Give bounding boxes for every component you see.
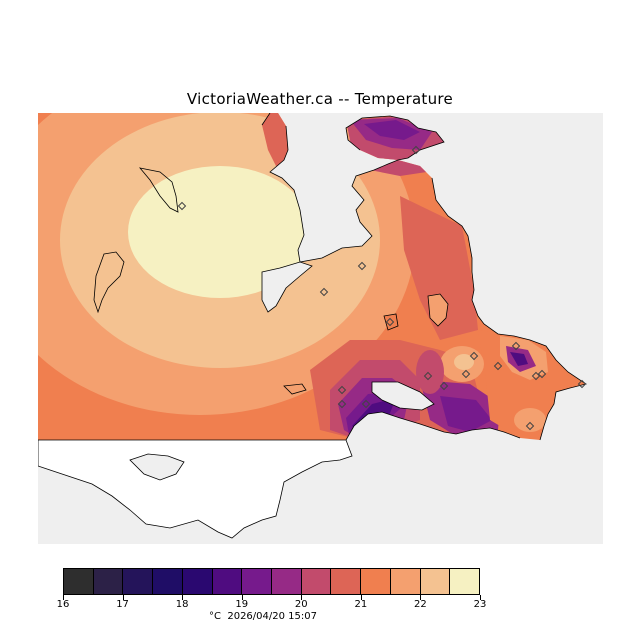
colorbar-tick-label: 16 [56,599,70,610]
colorbar-swatch [389,569,420,594]
weather-station-marker[interactable] [385,317,395,327]
temp-band-20-205-mid [416,350,444,394]
colorbar-tick [420,595,422,600]
colorbar-swatch [211,569,242,594]
islands [93,167,449,411]
coastlines [261,113,587,441]
weather-station-marker[interactable] [531,371,541,381]
colorbar-swatch [419,569,450,594]
footer: °C 2026/04/20 15:07 [209,611,317,622]
colorbar-tick [182,595,184,600]
temp-band-19-195-n [364,120,420,140]
colorbar-tick-label: 22 [414,599,427,610]
colorbar-swatch [152,569,182,594]
colorbar [63,568,480,595]
weather-station-marker[interactable] [469,351,479,361]
colorbar-swatch [64,569,93,594]
weather-station-marker[interactable] [337,399,347,409]
temp-band-225-23 [128,166,312,298]
colorbar-tick-label: 17 [116,599,129,610]
colorbar-swatch [300,569,331,594]
map-canvas [38,113,587,539]
colorbar-tick-label: 21 [354,599,368,610]
weather-station-marker[interactable] [337,385,347,395]
bay-water [371,381,435,411]
colorbar-tick [301,595,303,600]
weather-station-marker[interactable] [319,287,329,297]
island-east-1 [427,293,449,327]
island-south [283,383,307,395]
weather-station-marker[interactable] [177,201,187,211]
island-east-2 [383,313,399,331]
colorbar-swatch [92,569,123,594]
colorbar-tick [122,595,124,600]
colorbar-swatch [241,569,272,594]
colorbar-tick-label: 20 [294,599,308,610]
colorbar-tick-label: 19 [235,599,249,610]
weather-station-marker[interactable] [439,381,449,391]
colorbar-swatch [360,569,390,594]
colorbar-swatch [271,569,301,594]
lower-land [38,439,353,539]
colorbar-swatch [449,569,480,594]
weather-station-marker[interactable] [577,379,587,389]
timestamp-label: 2026/04/20 15:07 [227,611,317,622]
colorbar-tick-label: 18 [175,599,189,610]
weather-station-marker[interactable] [525,421,535,431]
weather-station-marker[interactable] [357,261,367,271]
colorbar-swatch [181,569,212,594]
colorbar-tick [360,595,362,600]
page-title: VictoriaWeather.ca -- Temperature [186,90,454,108]
colorbar-swatch [330,569,361,594]
weather-station-marker[interactable] [423,371,433,381]
colorbar-swatch [122,569,153,594]
weather-station-marker[interactable] [411,145,421,155]
temp-band-205-21-e [400,196,478,340]
colorbar-tick-label: 23 [473,599,487,610]
colorbar-tick [480,595,481,600]
weather-station-marker[interactable] [537,369,547,379]
temperature-field [38,113,586,440]
weather-station-marker[interactable] [493,361,503,371]
colorbar-tick [241,595,243,600]
island-west [93,251,125,314]
temp-band-215-22-s [514,408,546,432]
colorbar-tick [63,595,64,600]
station-markers [177,145,587,431]
weather-station-marker[interactable] [511,341,521,351]
temp-band-185-19-cold-spot [510,352,528,366]
island-nw [138,167,179,213]
weather-station-marker[interactable] [461,369,471,379]
temperature-map[interactable] [38,113,603,544]
temp-band-19-195-se [440,396,492,432]
weather-station-marker[interactable] [361,399,371,409]
unit-label: °C [209,611,221,622]
temp-band-22-225-warm-spot [454,354,474,370]
inlet-water [261,261,313,313]
